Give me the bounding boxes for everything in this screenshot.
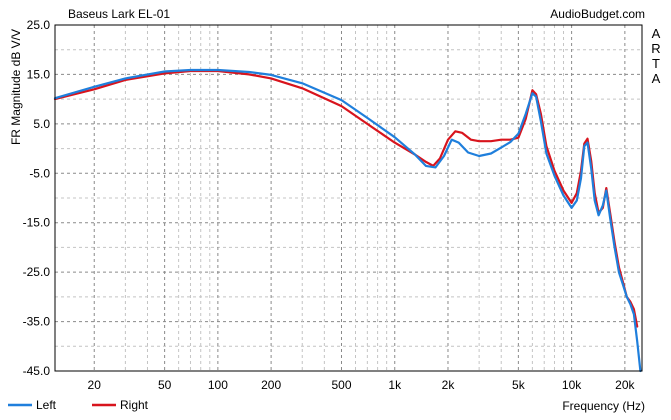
- plot-frame: [54, 24, 643, 372]
- x-axis-ticks: 20 50 100 200 500 1k 2k 5k 10k 20k: [88, 378, 636, 392]
- y-axis-label: FR Magnitude dB V/V: [9, 29, 23, 145]
- x-tick-label: 100: [208, 378, 228, 392]
- x-tick-label: 1k: [388, 378, 402, 392]
- arta-letter: T: [652, 56, 660, 71]
- x-axis-label: Frequency (Hz): [562, 399, 645, 413]
- arta-letter: A: [652, 71, 661, 86]
- x-tick-label: 20k: [615, 378, 635, 392]
- y-tick-label: -25.0: [23, 265, 51, 279]
- y-tick-label: -5.0: [29, 166, 50, 180]
- x-tick-label: 200: [261, 378, 281, 392]
- y-tick-label: 5.0: [33, 117, 50, 131]
- grid-lines: [55, 25, 642, 371]
- chart-title: Baseus Lark EL-01: [68, 7, 170, 21]
- x-tick-label: 50: [158, 378, 172, 392]
- y-tick-label: -45.0: [23, 364, 51, 378]
- x-tick-label: 5k: [512, 378, 526, 392]
- legend-label-left: Left: [36, 398, 57, 412]
- y-tick-label: -15.0: [23, 216, 51, 230]
- x-tick-label: 500: [331, 378, 351, 392]
- x-tick-label: 20: [88, 378, 102, 392]
- arta-letter: A: [652, 26, 661, 41]
- arta-letter: R: [651, 41, 660, 56]
- y-tick-label: 25.0: [27, 18, 51, 32]
- series-line-left: [53, 68, 642, 373]
- legend: Left Right: [8, 398, 149, 412]
- series-lines: [53, 68, 642, 373]
- watermark: AudioBudget.com: [550, 7, 645, 21]
- x-tick-label: 10k: [562, 378, 582, 392]
- y-tick-label: -35.0: [23, 315, 51, 329]
- x-tick-label: 2k: [442, 378, 456, 392]
- legend-label-right: Right: [120, 398, 149, 412]
- y-axis-ticks: 25.0 15.0 5.0 -5.0 -15.0 -25.0 -35.0 -45.0: [23, 18, 51, 378]
- y-tick-label: 15.0: [27, 67, 51, 81]
